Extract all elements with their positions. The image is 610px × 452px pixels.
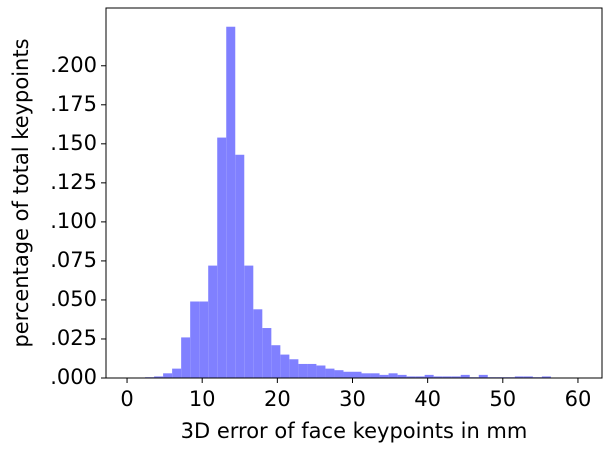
bar <box>154 376 164 378</box>
x-tick-label: 60 <box>565 387 592 411</box>
bar <box>514 376 524 378</box>
bar <box>217 137 227 378</box>
bar <box>163 373 173 378</box>
y-axis-label: percentage of total keypoints <box>9 38 33 347</box>
bar <box>523 376 533 378</box>
bar <box>271 345 281 378</box>
bar <box>253 309 263 378</box>
bar <box>226 26 236 378</box>
bar <box>298 363 308 378</box>
bar <box>424 374 434 378</box>
bar <box>235 154 245 378</box>
bar <box>388 373 398 378</box>
bar <box>307 363 317 378</box>
plot-frame <box>105 7 603 379</box>
bar <box>451 376 461 378</box>
bar <box>478 374 488 378</box>
y-tick-label: .100 <box>50 209 97 233</box>
bar <box>379 374 389 378</box>
y-tick-label: .000 <box>50 365 97 389</box>
bar <box>460 374 470 378</box>
bar <box>316 365 326 378</box>
bar <box>280 354 290 378</box>
bar <box>172 368 182 378</box>
bar <box>325 368 335 378</box>
bar <box>334 370 344 378</box>
bar <box>361 373 371 378</box>
bar <box>199 301 209 378</box>
bar <box>190 301 200 378</box>
bar <box>442 376 452 378</box>
y-tick-label: .075 <box>50 248 97 272</box>
bar <box>244 265 254 378</box>
bar <box>289 359 299 378</box>
bar <box>397 374 407 378</box>
bar <box>541 376 551 378</box>
x-tick-label: 0 <box>120 387 133 411</box>
x-tick-label: 10 <box>189 387 216 411</box>
x-tick-label: 50 <box>489 387 516 411</box>
bar <box>415 376 425 378</box>
x-tick-label: 30 <box>339 387 366 411</box>
bar <box>370 373 380 378</box>
x-axis-label: 3D error of face keypoints in mm <box>181 419 528 443</box>
bar <box>208 265 218 378</box>
y-tick-label: .200 <box>50 53 97 77</box>
x-tick-label: 20 <box>264 387 291 411</box>
y-tick-label: .025 <box>50 326 97 350</box>
bar <box>433 376 443 378</box>
bar <box>181 337 191 378</box>
bar <box>352 371 362 378</box>
bar <box>406 376 416 378</box>
y-tick-label: .175 <box>50 92 97 116</box>
y-tick-label: .150 <box>50 131 97 155</box>
bar <box>262 328 272 378</box>
bar <box>343 371 353 378</box>
y-tick-label: .125 <box>50 170 97 194</box>
x-tick-label: 40 <box>414 387 441 411</box>
y-tick-label: .050 <box>50 287 97 311</box>
